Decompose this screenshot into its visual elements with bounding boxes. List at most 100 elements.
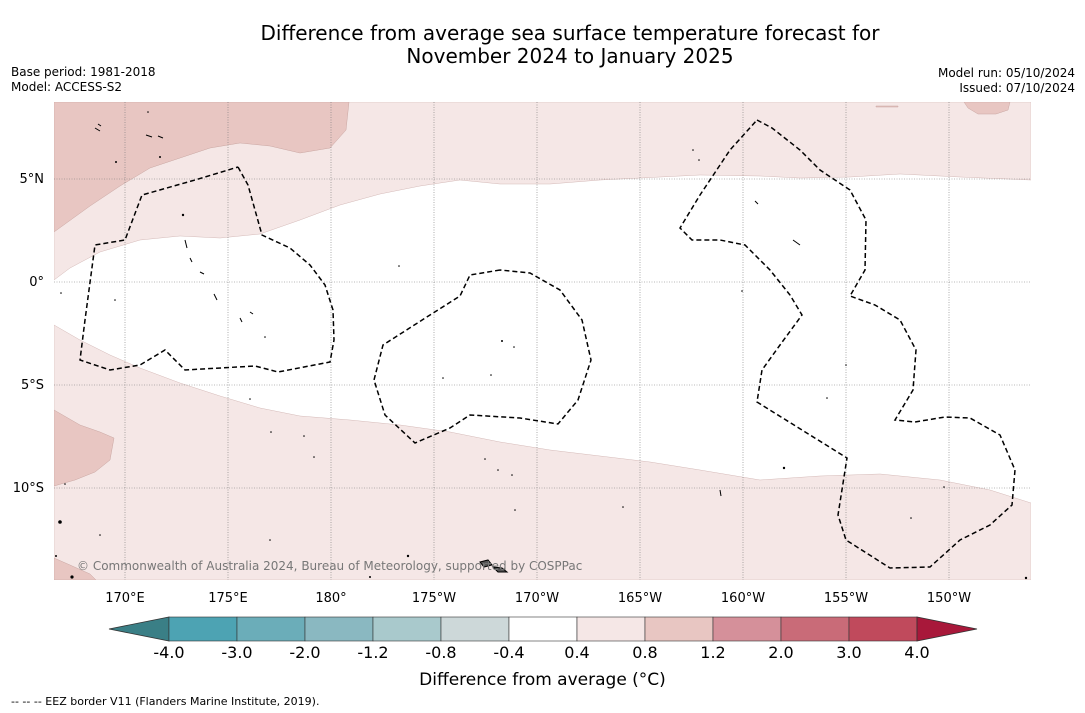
island bbox=[622, 506, 624, 508]
island bbox=[782, 466, 786, 470]
island bbox=[406, 554, 410, 558]
map-area: © Commonwealth of Australia 2024, Bureau… bbox=[54, 102, 1031, 580]
island bbox=[114, 299, 116, 301]
chart-title: Difference from average sea surface temp… bbox=[0, 22, 1085, 68]
island bbox=[60, 292, 62, 294]
samoa-islands bbox=[479, 559, 509, 573]
lon-label: 155°W bbox=[824, 591, 868, 606]
island bbox=[147, 111, 149, 113]
lon-label: 165°W bbox=[618, 591, 662, 606]
colorbar bbox=[108, 616, 978, 642]
colorbar-title: Difference from average (°C) bbox=[419, 670, 666, 690]
model-name: Model: ACCESS-S2 bbox=[11, 80, 123, 94]
island bbox=[264, 336, 266, 338]
island bbox=[269, 539, 271, 541]
meta-right: Model run: 05/10/2024 Issued: 07/10/2024 bbox=[938, 66, 1075, 96]
island bbox=[313, 456, 315, 458]
model-run: Model run: 05/10/2024 bbox=[937, 66, 1075, 80]
colorbar-tick-label: 0.4 bbox=[564, 643, 590, 662]
island-outline bbox=[213, 293, 254, 323]
islands bbox=[94, 123, 801, 497]
anomaly-region-north-medium bbox=[54, 102, 350, 233]
anomaly-region-south-light bbox=[54, 324, 1031, 580]
lon-label: 170°E bbox=[105, 591, 145, 606]
lon-labels: 170°E 175°E 180° 175°W 170°W 165°W 160°W… bbox=[105, 591, 971, 606]
island bbox=[270, 431, 272, 433]
colorbar-tick-label: -1.2 bbox=[357, 643, 389, 662]
island bbox=[511, 474, 513, 476]
colorbar-tick-label: 3.0 bbox=[836, 643, 862, 662]
island bbox=[369, 576, 371, 578]
colorbar-tick-label: 4.0 bbox=[904, 643, 930, 662]
lon-label: 180° bbox=[315, 591, 346, 606]
lat-label: 5°S bbox=[21, 378, 44, 393]
meta-left: Base period: 1981-2018 Model: ACCESS-S2 bbox=[11, 65, 156, 95]
colorbar-tick-label: 1.2 bbox=[700, 643, 726, 662]
island bbox=[442, 377, 444, 379]
colorbar-segment bbox=[508, 616, 578, 642]
lat-labels: 5°N 0° 5°S 10°S bbox=[13, 172, 44, 496]
colorbar-segment bbox=[168, 616, 238, 642]
anomaly-patch-top-small bbox=[875, 105, 899, 108]
island bbox=[698, 159, 700, 161]
island bbox=[55, 555, 57, 557]
island bbox=[910, 517, 912, 519]
anomaly-patch-northeast bbox=[963, 102, 1011, 115]
island bbox=[943, 486, 945, 488]
island-outline bbox=[184, 239, 205, 275]
island-outline bbox=[94, 123, 102, 132]
island bbox=[303, 435, 305, 437]
island bbox=[159, 156, 161, 158]
title-line-2: November 2024 to January 2025 bbox=[406, 44, 734, 68]
island bbox=[826, 397, 828, 399]
island-outline bbox=[719, 489, 722, 497]
colorbar-segment bbox=[440, 616, 510, 642]
colorbar-segment bbox=[236, 616, 306, 642]
island bbox=[115, 161, 117, 163]
lon-label: 175°E bbox=[208, 591, 248, 606]
island bbox=[99, 534, 101, 536]
island bbox=[484, 458, 486, 460]
colorbar-tick-label: 0.8 bbox=[632, 643, 658, 662]
island bbox=[497, 469, 499, 471]
colorbar-segments bbox=[168, 616, 918, 642]
island-outline bbox=[754, 200, 759, 205]
lon-label: 160°W bbox=[721, 591, 765, 606]
eez-borders bbox=[79, 119, 1016, 569]
graticule bbox=[54, 102, 1031, 580]
island bbox=[249, 398, 251, 400]
issued-date: Issued: 07/10/2024 bbox=[959, 81, 1075, 95]
island-outline bbox=[145, 134, 164, 139]
colorbar-segment bbox=[372, 616, 442, 642]
colorbar-segment bbox=[576, 616, 646, 642]
eez-border-kiribati-phoenix bbox=[373, 269, 592, 444]
eez-legend: -- -- -- EEZ border V11 (Flanders Marine… bbox=[11, 695, 320, 708]
colorbar-segment bbox=[712, 616, 782, 642]
island bbox=[398, 265, 400, 267]
island-samoa-west bbox=[479, 559, 493, 568]
island bbox=[845, 364, 847, 366]
island bbox=[692, 149, 694, 151]
colorbar-tick-label: 2.0 bbox=[768, 643, 794, 662]
colorbar-over-arrow bbox=[916, 616, 978, 642]
anomaly-patch-southwest bbox=[54, 409, 115, 487]
island bbox=[1024, 576, 1028, 580]
colorbar-segment bbox=[848, 616, 918, 642]
island bbox=[490, 374, 492, 376]
base-period: Base period: 1981-2018 bbox=[11, 65, 156, 79]
colorbar-segment bbox=[304, 616, 374, 642]
island bbox=[741, 290, 743, 292]
anomaly-patch-bottom-left bbox=[54, 557, 97, 580]
island-outline bbox=[792, 239, 801, 246]
island bbox=[501, 340, 503, 342]
colorbar-segment bbox=[644, 616, 714, 642]
eez-border-kiribati-gilbert bbox=[79, 166, 335, 373]
eez-border-kiribati-line bbox=[679, 119, 1016, 569]
lat-label: 10°S bbox=[13, 481, 44, 496]
island bbox=[181, 213, 185, 217]
island bbox=[64, 483, 66, 485]
colorbar-tick-label: -0.8 bbox=[425, 643, 457, 662]
lat-label: 5°N bbox=[20, 172, 45, 187]
copyright-text: © Commonwealth of Australia 2024, Bureau… bbox=[77, 559, 582, 573]
